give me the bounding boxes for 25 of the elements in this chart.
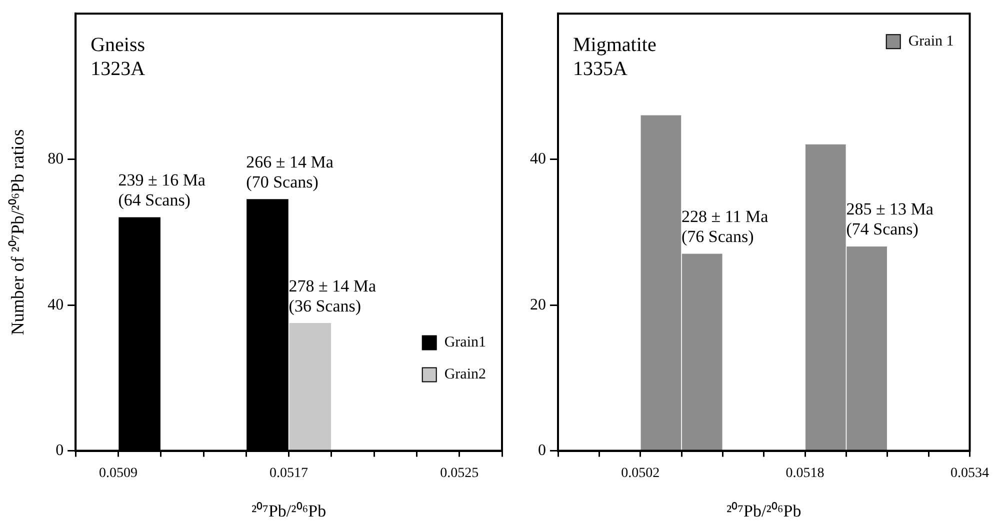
x-tick-label: 0.0534 <box>950 466 989 481</box>
x-axis-title: ²⁰⁷Pb/²⁰⁶Pb <box>726 501 802 520</box>
x-tick-label: 0.0525 <box>440 466 479 481</box>
text: Migmatite 1335A <box>573 34 656 80</box>
x-tick-label: 0.0509 <box>98 466 138 481</box>
y-tick-label: 20 <box>530 296 546 314</box>
x-axis-title: ²⁰⁷Pb/²⁰⁶Pb <box>251 501 326 520</box>
annotation: 278 ± 14 Ma (36 Scans) <box>288 276 376 316</box>
x-tick-label: 0.0517 <box>270 466 308 481</box>
text: Gneiss 1323A <box>90 34 146 80</box>
annotation: 239 ± 16 Ma (64 Scans) <box>118 170 206 210</box>
y-axis-title: Number of ²⁰⁷Pb/²⁰⁶Pb ratios <box>8 129 28 336</box>
annotation: 285 ± 13 Ma (74 Scans) <box>846 200 934 239</box>
x-tick-label: 0.0518 <box>786 466 824 481</box>
y-tick-label: 80 <box>48 150 64 168</box>
legend-label: Grain2 <box>444 366 486 383</box>
y-tick-label: 40 <box>530 150 546 168</box>
annotation: 228 ± 11 Ma (76 Scans) <box>682 207 769 246</box>
legend-label: Grain 1 <box>908 34 954 50</box>
y-tick-label: 0 <box>56 442 64 460</box>
x-tick-label: 0.0502 <box>621 466 660 481</box>
legend-label: Grain1 <box>444 334 486 351</box>
y-tick-label: 40 <box>48 296 64 314</box>
y-tick-label: 0 <box>538 442 546 460</box>
annotation: 266 ± 14 Ma (70 Scans) <box>246 152 334 192</box>
